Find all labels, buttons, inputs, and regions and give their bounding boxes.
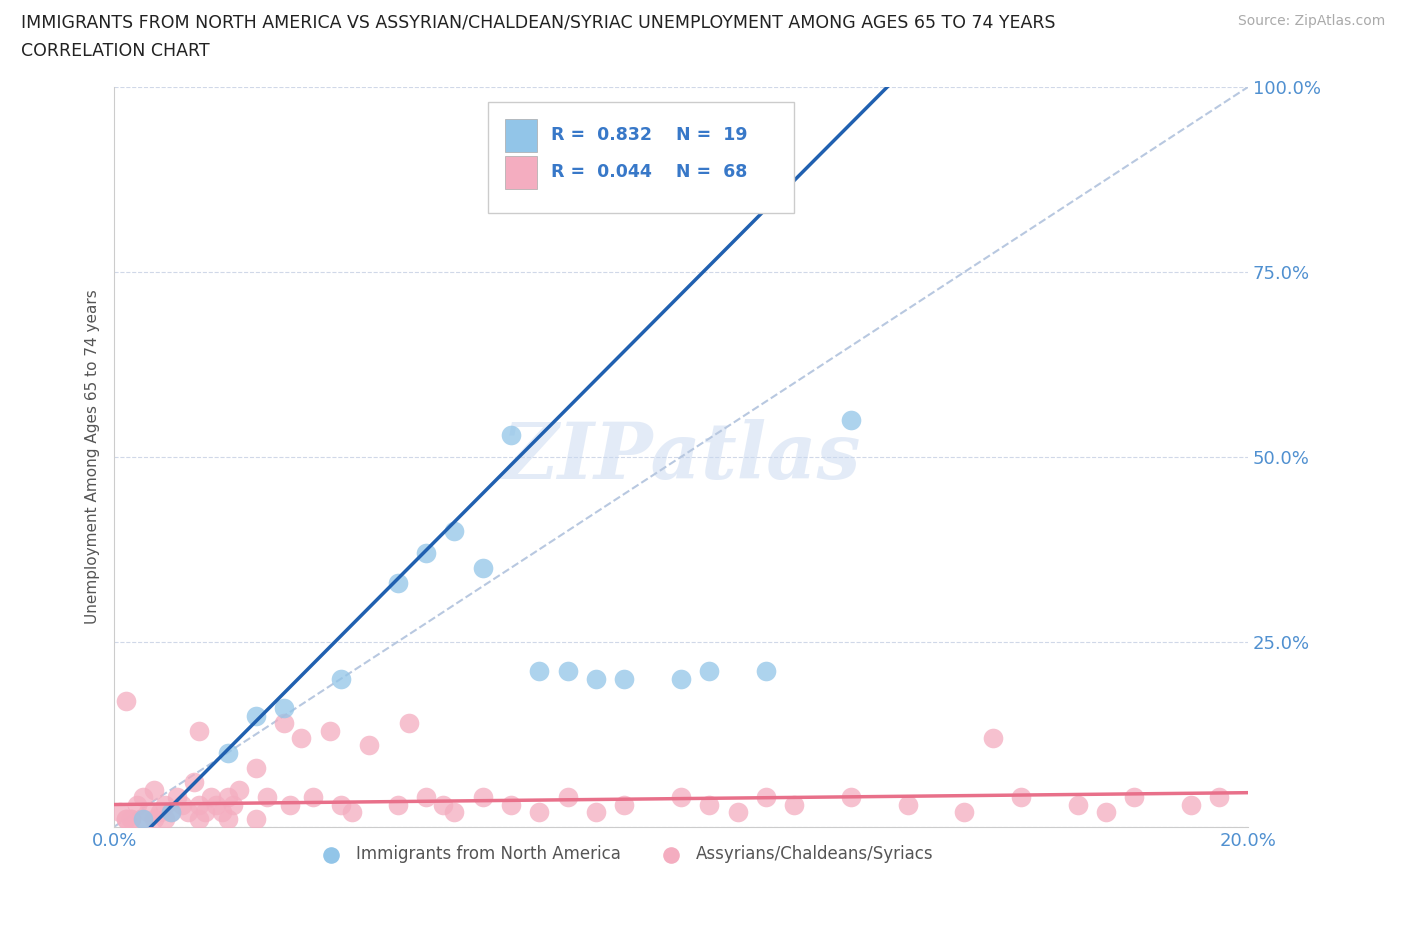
Point xyxy=(205,797,228,812)
Legend: Immigrants from North America, Assyrians/Chaldeans/Syriacs: Immigrants from North America, Assyrians… xyxy=(308,839,941,870)
Point xyxy=(131,790,153,804)
Point xyxy=(471,561,494,576)
Point xyxy=(188,724,211,738)
Point xyxy=(125,797,148,812)
Point xyxy=(981,730,1004,745)
Point xyxy=(557,790,579,804)
Text: Source: ZipAtlas.com: Source: ZipAtlas.com xyxy=(1237,14,1385,28)
Point xyxy=(1180,797,1202,812)
Point xyxy=(699,797,721,812)
Point xyxy=(1067,797,1090,812)
Point xyxy=(160,804,183,819)
Point xyxy=(529,804,551,819)
Point xyxy=(148,804,170,819)
Point xyxy=(194,804,217,819)
Point xyxy=(329,671,352,686)
Point xyxy=(142,782,165,797)
Point xyxy=(897,797,920,812)
Point xyxy=(217,790,239,804)
Text: R =  0.832    N =  19: R = 0.832 N = 19 xyxy=(551,126,747,144)
Point xyxy=(114,694,136,709)
FancyBboxPatch shape xyxy=(505,118,537,152)
Text: CORRELATION CHART: CORRELATION CHART xyxy=(21,42,209,60)
Point xyxy=(160,804,183,819)
Point xyxy=(329,797,352,812)
Point xyxy=(166,790,188,804)
Point xyxy=(415,546,437,561)
Point xyxy=(278,797,301,812)
Point xyxy=(120,812,142,827)
Point xyxy=(755,664,778,679)
Point xyxy=(114,812,136,827)
Point xyxy=(415,790,437,804)
Point xyxy=(108,804,131,819)
Point xyxy=(342,804,364,819)
Point xyxy=(529,664,551,679)
Point xyxy=(1123,790,1146,804)
Point xyxy=(114,812,136,827)
Point xyxy=(727,804,749,819)
Point xyxy=(200,790,222,804)
Point xyxy=(443,804,465,819)
Point xyxy=(1010,790,1032,804)
Point xyxy=(217,812,239,827)
Point xyxy=(783,797,806,812)
Point xyxy=(557,664,579,679)
Point xyxy=(499,797,522,812)
Point xyxy=(953,804,976,819)
Point xyxy=(188,812,211,827)
Point xyxy=(318,724,340,738)
Point xyxy=(172,797,194,812)
Y-axis label: Unemployment Among Ages 65 to 74 years: Unemployment Among Ages 65 to 74 years xyxy=(86,289,100,624)
Text: IMMIGRANTS FROM NORTH AMERICA VS ASSYRIAN/CHALDEAN/SYRIAC UNEMPLOYMENT AMONG AGE: IMMIGRANTS FROM NORTH AMERICA VS ASSYRIA… xyxy=(21,14,1056,32)
Point xyxy=(273,701,295,716)
Point xyxy=(471,790,494,804)
Point xyxy=(359,737,381,752)
Point xyxy=(585,804,607,819)
Point xyxy=(183,775,205,790)
FancyBboxPatch shape xyxy=(488,102,794,213)
Point xyxy=(398,716,420,731)
Point xyxy=(153,797,176,812)
Point xyxy=(228,782,250,797)
Text: ZIPatlas: ZIPatlas xyxy=(502,418,860,495)
Point xyxy=(699,664,721,679)
Point xyxy=(755,790,778,804)
Point xyxy=(387,797,409,812)
Point xyxy=(613,797,636,812)
Point xyxy=(839,413,862,428)
Point xyxy=(245,709,267,724)
Point xyxy=(443,524,465,538)
Point xyxy=(245,812,267,827)
Point xyxy=(245,760,267,775)
Point xyxy=(177,804,200,819)
Point xyxy=(669,671,692,686)
Point xyxy=(432,797,454,812)
Point xyxy=(290,730,312,745)
Point xyxy=(585,671,607,686)
Point xyxy=(120,812,142,827)
Point xyxy=(217,745,239,760)
Text: R =  0.044    N =  68: R = 0.044 N = 68 xyxy=(551,163,747,181)
Point xyxy=(211,804,233,819)
Point xyxy=(153,812,176,827)
Point xyxy=(131,812,153,827)
Point xyxy=(188,797,211,812)
Point xyxy=(499,427,522,442)
Point xyxy=(613,671,636,686)
Point xyxy=(1095,804,1118,819)
Point xyxy=(142,812,165,827)
Point xyxy=(301,790,323,804)
Point xyxy=(222,797,245,812)
Point xyxy=(1208,790,1230,804)
Point xyxy=(273,716,295,731)
Point xyxy=(256,790,278,804)
FancyBboxPatch shape xyxy=(505,155,537,189)
Point xyxy=(387,575,409,590)
Point xyxy=(136,804,159,819)
Point xyxy=(131,812,153,827)
Point xyxy=(839,790,862,804)
Point xyxy=(669,790,692,804)
